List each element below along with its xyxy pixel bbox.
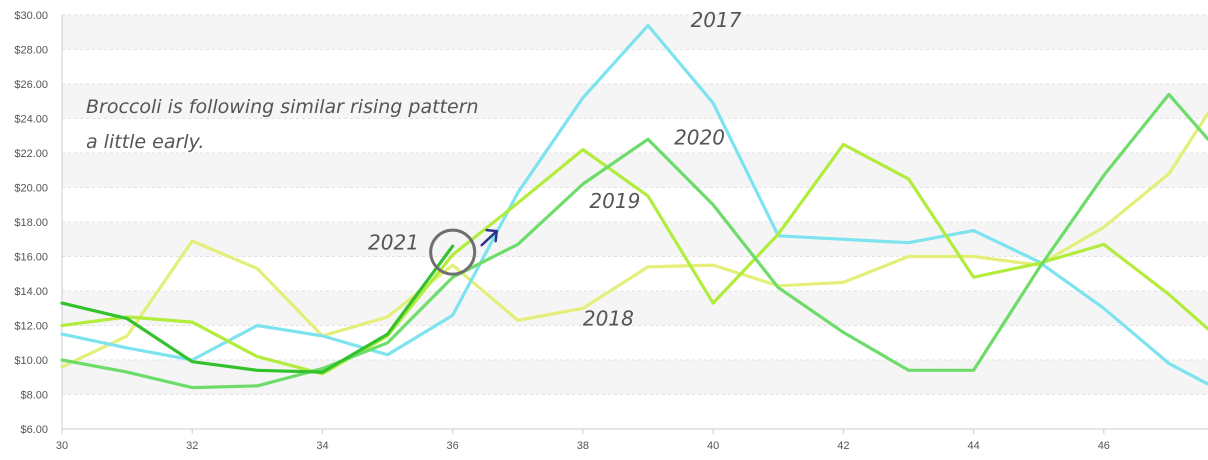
y-axis-ticks: $6.00 $8.00 $10.00 $12.00 $14.00 $16.00 $18.00… bbox=[14, 10, 48, 436]
band bbox=[62, 291, 1208, 326]
y-tick-label: $28.00 bbox=[14, 45, 48, 57]
series-labels: 2018 2017 2019 2020 2021 bbox=[368, 8, 742, 330]
band bbox=[62, 360, 1208, 395]
y-tick-label: $18.00 bbox=[14, 217, 48, 229]
x-tick-label: 34 bbox=[316, 440, 328, 452]
y-tick-label: $20.00 bbox=[14, 183, 48, 195]
series-line-2017 bbox=[60, 23, 1208, 386]
x-tick-label: 46 bbox=[1098, 440, 1110, 452]
x-tick-label: 30 bbox=[56, 440, 68, 452]
highlight-circle bbox=[429, 228, 477, 276]
y-tick-label: $6.00 bbox=[20, 424, 48, 436]
background-bands bbox=[62, 15, 1208, 395]
series-line-2021 bbox=[60, 244, 455, 374]
band bbox=[62, 222, 1208, 257]
series-label-2018: 2018 bbox=[583, 307, 634, 331]
y-tick-label: $24.00 bbox=[14, 114, 48, 126]
x-tick-label: 32 bbox=[186, 440, 198, 452]
band bbox=[62, 15, 1208, 50]
band bbox=[62, 84, 1208, 119]
y-tick-label: $26.00 bbox=[14, 79, 48, 91]
series-line-2019 bbox=[60, 142, 1208, 376]
band bbox=[62, 153, 1208, 188]
x-tick-label: 38 bbox=[577, 440, 589, 452]
series-line-2020 bbox=[60, 92, 1208, 390]
series-line-2018 bbox=[60, 111, 1208, 369]
x-tick-label: 40 bbox=[707, 440, 719, 452]
annotation-line-2: a little early. bbox=[86, 131, 204, 153]
y-tick-label: $22.00 bbox=[14, 148, 48, 160]
series-label-2019: 2019 bbox=[589, 189, 640, 213]
series-label-2017: 2017 bbox=[691, 8, 742, 32]
series-label-2020: 2020 bbox=[674, 125, 725, 149]
y-tick-label: $12.00 bbox=[14, 321, 48, 333]
annotation-line-1: Broccoli is following similar rising pat… bbox=[86, 96, 479, 118]
x-tick-label: 42 bbox=[837, 440, 849, 452]
x-tick-label: 36 bbox=[447, 440, 459, 452]
series-label-2021: 2021 bbox=[368, 231, 419, 255]
x-axis-ticks: 30 32 34 36 38 40 42 44 46 bbox=[56, 429, 1110, 452]
y-tick-label: $10.00 bbox=[14, 355, 48, 367]
gridlines bbox=[62, 14, 1208, 395]
y-tick-label: $16.00 bbox=[14, 252, 48, 264]
series-lines bbox=[60, 23, 1208, 390]
y-tick-label: $14.00 bbox=[14, 286, 48, 298]
arrow-icon bbox=[480, 228, 498, 247]
y-tick-label: $30.00 bbox=[14, 10, 48, 22]
y-tick-label: $8.00 bbox=[20, 390, 48, 402]
x-tick-label: 44 bbox=[967, 440, 979, 452]
